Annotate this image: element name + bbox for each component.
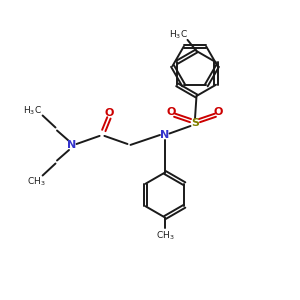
Text: S: S [191,118,199,128]
Text: N: N [68,140,76,151]
Text: O: O [167,106,176,117]
Text: CH$_3$: CH$_3$ [27,175,45,188]
Text: O: O [214,106,223,117]
Text: H$_3$C: H$_3$C [169,29,188,41]
Text: N: N [160,130,169,140]
Text: H$_3$C: H$_3$C [23,105,42,117]
Text: CH$_3$: CH$_3$ [156,230,174,242]
Text: O: O [105,107,114,118]
